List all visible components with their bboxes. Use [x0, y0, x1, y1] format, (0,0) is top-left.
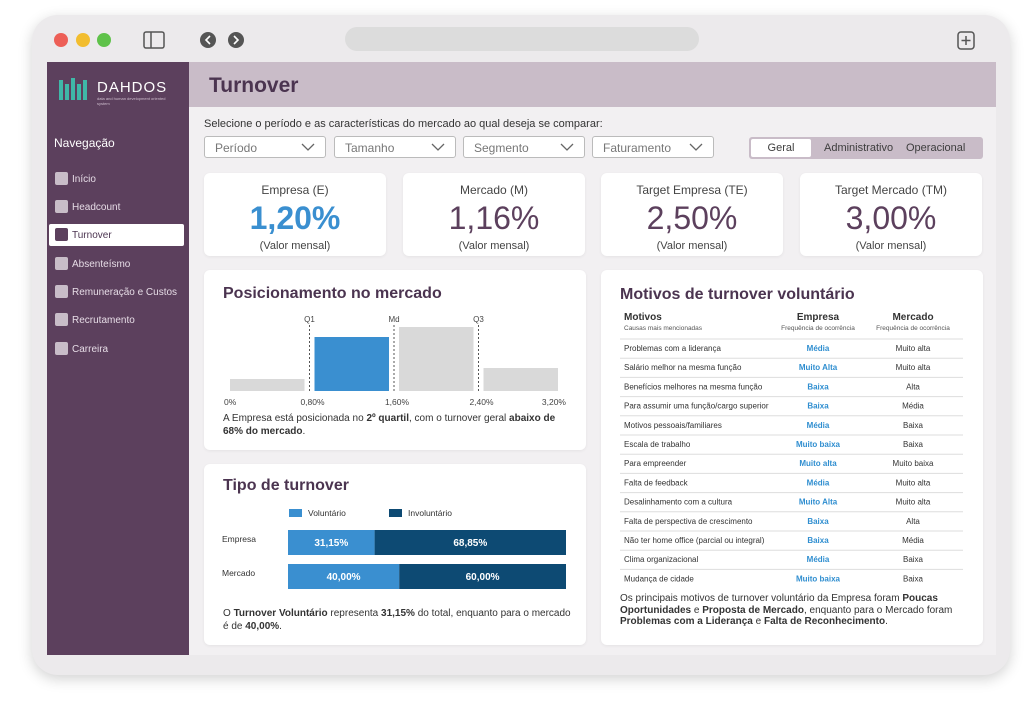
caption-bold: Turnover Voluntário — [233, 608, 328, 619]
header: Turnover — [189, 62, 996, 107]
kpi-note: (Valor mensal) — [855, 240, 927, 252]
kpi-label: Mercado (M) — [459, 183, 528, 197]
logo-icon — [59, 78, 87, 100]
page-title: Turnover — [209, 74, 299, 97]
maximize-button[interactable] — [97, 33, 111, 47]
caption-bold: Proposta de Mercado — [702, 604, 804, 616]
nav-item[interactable]: Recrutamento — [49, 309, 184, 331]
kpi-value: 1,16% — [448, 200, 540, 236]
dropdown[interactable]: Período — [204, 136, 326, 158]
kpi-card: Target Empresa (TE) 2,50% (Valor mensal) — [601, 173, 783, 256]
caption-text: O — [223, 608, 234, 619]
nav-item[interactable]: Início — [49, 168, 184, 190]
caption-bold: Problemas com a Liderança — [620, 616, 753, 627]
chevron — [301, 143, 315, 151]
kpi-card: Empresa (E) 1,20% (Valor mensal) — [204, 173, 386, 256]
nav-icon — [55, 200, 68, 213]
back-button[interactable] — [200, 32, 216, 48]
new-tab-button[interactable] — [957, 31, 975, 50]
dropdown[interactable]: Segmento — [463, 136, 585, 158]
nav-item[interactable]: Carreira — [49, 338, 184, 360]
caption-text: Os principais motivos de turnover volunt… — [620, 593, 903, 604]
caption-bold: abaixo de 68% do mercado — [223, 413, 556, 437]
tab-group: Geral Administrativo Operacional — [749, 137, 983, 159]
caption-text: e — [752, 616, 764, 627]
minimize-button[interactable] — [76, 33, 90, 47]
caption-bold: 31,15% — [381, 608, 415, 619]
caption-text: , enquanto para o Mercado foram — [803, 604, 953, 616]
nav-icon — [55, 285, 68, 298]
kpi-label: Empresa (E) — [261, 183, 329, 197]
dropdown-label: Tamanho — [345, 141, 395, 155]
card-title: Posicionamento no mercado — [223, 285, 442, 302]
sidebar: DAHDOS data and human development orient… — [47, 62, 189, 655]
kpi-note: (Valor mensal) — [656, 240, 728, 252]
nav-item[interactable]: Turnover — [49, 224, 184, 246]
caption-text: . — [279, 621, 282, 632]
kpi-card: Mercado (M) 1,16% (Valor mensal) — [403, 173, 585, 256]
logo-tagline: data and human development oriented syst… — [97, 96, 166, 106]
reasons-card: Motivos de turnover voluntário Os princi… — [601, 270, 983, 645]
forward-button[interactable] — [228, 32, 244, 48]
nav-item[interactable]: Remuneração e Custos — [49, 281, 184, 303]
kpi-note: (Valor mensal) — [259, 240, 331, 252]
caption-text: . — [302, 426, 306, 437]
nav-icon — [55, 172, 68, 185]
dropdown[interactable]: Tamanho — [334, 136, 456, 158]
caption: O Turnover Voluntário representa 31,15% … — [223, 607, 575, 633]
caption-bold: Falta de Reconhecimento — [763, 616, 886, 627]
browser-toolbar — [54, 27, 975, 51]
nav-icon — [55, 313, 68, 326]
nav-item[interactable]: Headcount — [49, 196, 184, 218]
caption: Os principais motivos de turnover volunt… — [620, 593, 970, 628]
nav-item[interactable]: Absenteísmo — [49, 253, 184, 275]
caption-text: representa — [327, 608, 382, 619]
caption-bold: Poucas Oportunidades — [620, 593, 938, 616]
nav-icon — [55, 228, 68, 241]
logo-text: DAHDOS — [97, 79, 168, 96]
caption-bold: 40,00% — [245, 621, 280, 632]
positioning-card: Posicionamento no mercado A Empresa está… — [204, 270, 586, 450]
kpi-value: 3,00% — [845, 200, 937, 236]
nav-title: Navegação — [54, 136, 115, 150]
kpi-value: 2,50% — [646, 200, 738, 236]
chevron — [560, 143, 574, 151]
kpi-label: Target Empresa (TE) — [636, 183, 748, 197]
turnover-type-card: Tipo de turnover O Turnover Voluntário r… — [204, 464, 586, 645]
nav-icon — [55, 342, 68, 355]
caption-bold: 2º quartil — [366, 413, 409, 424]
filter-prompt: Selecione o período e as características… — [204, 118, 603, 130]
caption-text: A Empresa está posicionada no — [223, 413, 367, 424]
card-title: Tipo de turnover — [223, 477, 349, 494]
card-title: Motivos de turnover voluntário — [620, 286, 855, 303]
chevron — [689, 143, 703, 151]
close-button[interactable] — [54, 33, 68, 47]
kpi-label: Target Mercado (TM) — [834, 183, 948, 197]
dropdown-label: Período — [215, 141, 258, 155]
tab[interactable]: Administrativo — [824, 142, 894, 154]
dropdown[interactable]: Faturamento — [592, 136, 714, 158]
caption: A Empresa está posicionada no 2º quartil… — [223, 412, 575, 438]
nav-icon — [55, 257, 68, 270]
caption-text: do total, enquanto para o mercado é de — [223, 608, 571, 632]
dropdown-label: Faturamento — [603, 141, 672, 155]
kpi-note: (Valor mensal) — [458, 240, 530, 252]
caption-text: e — [691, 604, 703, 616]
kpi-card: Target Mercado (TM) 3,00% (Valor mensal) — [800, 173, 982, 256]
address-bar[interactable] — [345, 27, 699, 51]
tab[interactable]: Operacional — [906, 142, 966, 154]
kpi-value: 1,20% — [249, 200, 341, 236]
sidebar-toggle[interactable] — [143, 31, 165, 49]
chevron — [431, 143, 445, 151]
caption-text: . — [885, 616, 888, 627]
caption-text: , com o turnover geral — [409, 413, 510, 424]
tab[interactable]: Geral — [751, 139, 811, 157]
dropdown-label: Segmento — [474, 141, 529, 155]
